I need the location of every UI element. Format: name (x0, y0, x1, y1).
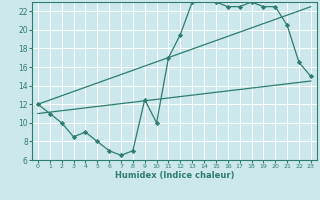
X-axis label: Humidex (Indice chaleur): Humidex (Indice chaleur) (115, 171, 234, 180)
